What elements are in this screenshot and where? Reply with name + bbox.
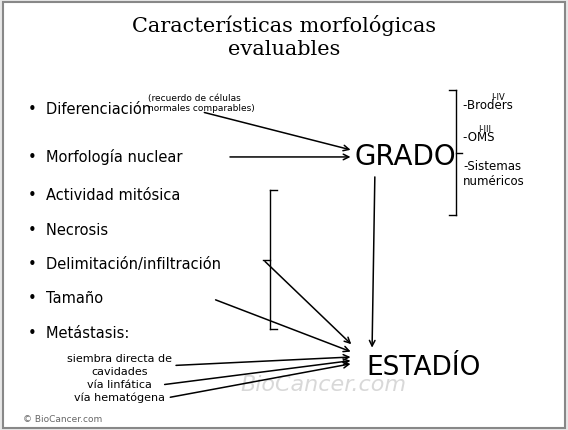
Text: I-III: I-III [478,126,491,134]
Text: •  Metástasis:: • Metástasis: [28,326,130,341]
Text: •  Actividad mitósica: • Actividad mitósica [28,188,181,203]
Text: GRADO: GRADO [355,143,457,171]
Text: © BioCancer.com: © BioCancer.com [23,415,102,424]
Text: I-IV: I-IV [491,93,505,102]
Text: Características morfológicas
evaluables: Características morfológicas evaluables [132,15,436,59]
Text: (recuerdo de células
normales comparables): (recuerdo de células normales comparable… [148,93,254,113]
Text: •  Tamaño: • Tamaño [28,292,103,306]
Text: •  Diferenciación: • Diferenciación [28,102,152,117]
Text: -OMS: -OMS [463,131,498,144]
Text: •  Morfología nuclear: • Morfología nuclear [28,149,183,165]
Text: ESTADÍO: ESTADÍO [366,355,481,381]
Text: BioCancer.com: BioCancer.com [241,375,407,395]
Text: cavidades: cavidades [91,367,148,377]
Text: vía hematógena: vía hematógena [74,393,165,403]
Text: siembra directa de: siembra directa de [67,354,172,364]
Text: vía linfática: vía linfática [87,380,152,390]
Text: •  Necrosis: • Necrosis [28,223,108,237]
Text: -Sistemas
numéricos: -Sistemas numéricos [463,160,525,188]
Text: •  Delimitación/infiltración: • Delimitación/infiltración [28,257,222,272]
Text: -Broders: -Broders [463,99,516,112]
FancyBboxPatch shape [3,2,565,428]
